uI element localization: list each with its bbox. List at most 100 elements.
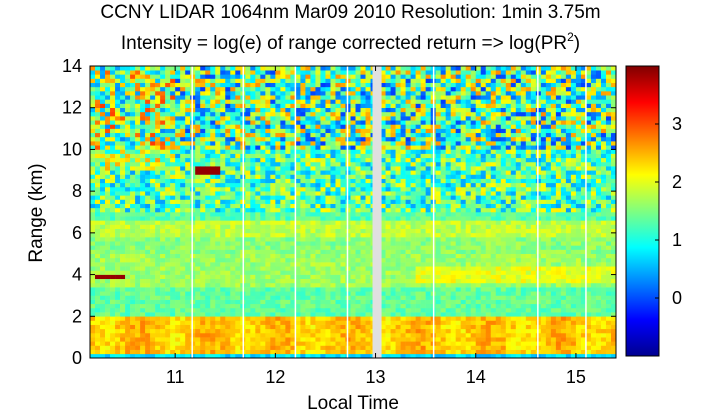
- heatmap-cell: [415, 141, 421, 146]
- heatmap-cell: [225, 174, 231, 179]
- heatmap-cell: [200, 136, 206, 142]
- heatmap-cell: [275, 157, 281, 163]
- heatmap-cell: [180, 299, 186, 305]
- heatmap-cell: [115, 103, 121, 109]
- heatmap-cell: [440, 328, 446, 334]
- heatmap-cell: [175, 124, 181, 129]
- heatmap-cell: [405, 224, 411, 229]
- heatmap-cell: [280, 153, 286, 159]
- heatmap-cell: [255, 291, 261, 296]
- heatmap-cell: [150, 161, 156, 167]
- heatmap-cell: [285, 228, 291, 234]
- heatmap-cell: [325, 345, 331, 350]
- heatmap-cell: [210, 153, 216, 159]
- heatmap-cell: [380, 141, 386, 146]
- heatmap-cell: [180, 212, 186, 217]
- heatmap-cell: [205, 270, 211, 275]
- heatmap-cell: [390, 299, 396, 305]
- heatmap-cell: [335, 136, 341, 142]
- heatmap-cell: [440, 170, 446, 175]
- heatmap-cell: [100, 232, 106, 238]
- heatmap-cell: [120, 303, 126, 309]
- heatmap-cell: [305, 66, 311, 71]
- heatmap-cell: [285, 86, 291, 92]
- heatmap-cell: [390, 74, 396, 79]
- heatmap-cell: [205, 249, 211, 255]
- heatmap-cell: [255, 199, 261, 204]
- heatmap-cell: [120, 153, 126, 159]
- heatmap-cell: [210, 141, 216, 146]
- heatmap-cell: [155, 107, 161, 113]
- heatmap-cell: [385, 141, 391, 146]
- heatmap-cell: [290, 303, 296, 309]
- heatmap-cell: [165, 249, 171, 255]
- heatmap-cell: [120, 82, 126, 88]
- heatmap-cell: [140, 257, 146, 263]
- heatmap-cell: [245, 199, 251, 204]
- heatmap-cell: [395, 307, 401, 313]
- heatmap-cell: [210, 270, 216, 275]
- heatmap-cell: [275, 116, 281, 121]
- heatmap-cell: [175, 324, 181, 330]
- heatmap-cell: [410, 82, 416, 88]
- heatmap-cell: [325, 66, 331, 71]
- heatmap-cell: [350, 186, 356, 192]
- heatmap-cell: [330, 95, 336, 100]
- heatmap-cell: [420, 174, 426, 179]
- heatmap-cell: [130, 191, 136, 196]
- heatmap-cell: [130, 166, 136, 171]
- heatmap-cell: [235, 91, 241, 96]
- heatmap-cell: [425, 95, 431, 100]
- heatmap-cell: [160, 186, 166, 192]
- heatmap-cell: [125, 328, 131, 334]
- heatmap-cell: [125, 153, 131, 159]
- heatmap-cell: [420, 212, 426, 217]
- heatmap-cell: [280, 203, 286, 209]
- heatmap-cell: [90, 212, 96, 217]
- heatmap-cell: [365, 228, 371, 234]
- heatmap-cell: [425, 287, 431, 292]
- heatmap-cell: [210, 332, 216, 338]
- heatmap-cell: [360, 116, 366, 121]
- heatmap-cell: [405, 228, 411, 234]
- heatmap-cell: [100, 220, 106, 225]
- heatmap-cell: [105, 166, 111, 171]
- heatmap-cell: [410, 91, 416, 96]
- heatmap-cell: [220, 332, 226, 338]
- heatmap-cell: [295, 157, 301, 163]
- heatmap-cell: [215, 141, 221, 146]
- heatmap-cell: [260, 128, 266, 134]
- heatmap-cell: [395, 103, 401, 109]
- heatmap-cell: [385, 332, 391, 338]
- heatmap-cell: [380, 332, 386, 338]
- heatmap-cell: [135, 203, 141, 209]
- heatmap-cell: [315, 157, 321, 163]
- heatmap-cell: [440, 341, 446, 346]
- heatmap-cell: [180, 91, 186, 96]
- heatmap-cell: [300, 120, 306, 125]
- heatmap-cell: [395, 170, 401, 175]
- heatmap-cell: [390, 220, 396, 225]
- heatmap-cell: [265, 132, 271, 138]
- heatmap-cell: [270, 149, 276, 154]
- heatmap-cell: [365, 145, 371, 150]
- heatmap-cell: [175, 245, 181, 250]
- heatmap-cell: [90, 241, 96, 246]
- heatmap-cell: [160, 241, 166, 246]
- heatmap-cell: [400, 132, 406, 138]
- heatmap-cell: [275, 128, 281, 134]
- heatmap-cell: [395, 182, 401, 188]
- heatmap-cell: [395, 274, 401, 280]
- heatmap-cell: [415, 120, 421, 125]
- heatmap-cell: [135, 91, 141, 96]
- heatmap-cell: [90, 307, 96, 313]
- heatmap-cell: [205, 262, 211, 267]
- heatmap-cell: [270, 178, 276, 184]
- heatmap-cell: [325, 207, 331, 213]
- heatmap-cell: [100, 99, 106, 104]
- heatmap-cell: [360, 228, 366, 234]
- heatmap-cell: [95, 257, 101, 263]
- heatmap-cell: [435, 312, 441, 317]
- heatmap-cell: [140, 70, 146, 75]
- heatmap-cell: [290, 241, 296, 246]
